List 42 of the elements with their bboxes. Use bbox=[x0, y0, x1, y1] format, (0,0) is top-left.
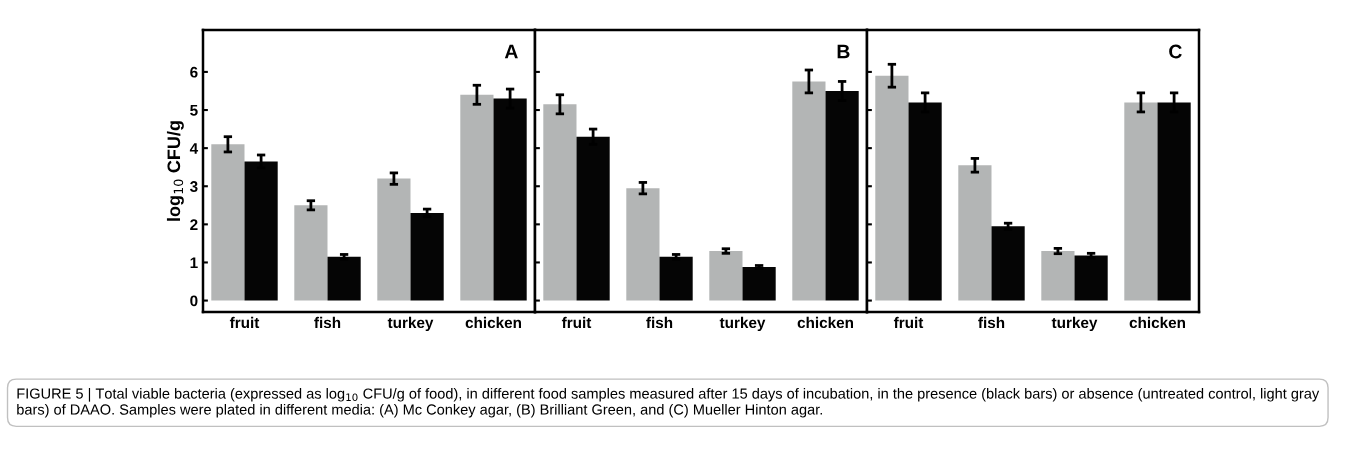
bar bbox=[460, 94, 494, 301]
bar bbox=[991, 226, 1025, 301]
y-tick-label: 3 bbox=[189, 181, 198, 192]
bar bbox=[709, 251, 743, 301]
x-tick-label: fruit bbox=[229, 316, 260, 329]
bar bbox=[294, 205, 328, 301]
bar bbox=[1124, 102, 1158, 301]
bar bbox=[659, 256, 693, 301]
annotation: B bbox=[837, 44, 850, 59]
bar bbox=[1041, 251, 1075, 301]
x-tick-label: turkey bbox=[719, 316, 766, 332]
x-tick-label: fruit bbox=[893, 316, 924, 329]
caption: FIGURE 5 | Total viable bacteria (expressed as log$_{10}$ CFU/g of food), in different food samples measured after 15 days of incubation, in the presence (black bars) or absence (untreated control, light gray bars) of DAAO. Samples were plated in different media: (A) Mc Conkey agar, (B) Brilliant Green, and (C) Mueller Hinton agar. bbox=[17, 388, 1320, 418]
x-tick-label: chicken bbox=[797, 316, 853, 329]
bar bbox=[626, 188, 660, 301]
annotation: A bbox=[504, 44, 518, 59]
bar bbox=[742, 267, 776, 301]
x-tick-label: fish bbox=[314, 316, 341, 329]
y-tick-label: 2 bbox=[190, 219, 198, 230]
annotation: C bbox=[1169, 44, 1182, 59]
y-axis-title: log$_{10}$ CFU/g bbox=[166, 121, 184, 221]
y-tick-label: 6 bbox=[190, 66, 198, 78]
x-tick-label: fish bbox=[646, 316, 673, 329]
bar bbox=[1074, 255, 1108, 301]
bar bbox=[211, 144, 245, 301]
x-tick-label: fruit bbox=[561, 316, 592, 329]
bar bbox=[875, 75, 909, 301]
bar bbox=[377, 178, 411, 301]
bar bbox=[543, 104, 577, 301]
x-tick-label: chicken bbox=[465, 316, 521, 329]
bar bbox=[410, 212, 444, 301]
y-tick-label: 0 bbox=[190, 295, 198, 307]
y-tick-label: 5 bbox=[190, 105, 198, 116]
bar bbox=[958, 165, 992, 301]
bar bbox=[327, 256, 361, 301]
x-tick-label: turkey bbox=[1051, 316, 1098, 332]
y-tick-label: 1 bbox=[190, 257, 198, 268]
x-tick-label: fish bbox=[978, 316, 1005, 329]
bar bbox=[792, 81, 826, 301]
y-tick-label: 4 bbox=[189, 143, 199, 154]
x-tick-label: turkey bbox=[387, 316, 434, 332]
x-tick-label: chicken bbox=[1129, 316, 1185, 329]
